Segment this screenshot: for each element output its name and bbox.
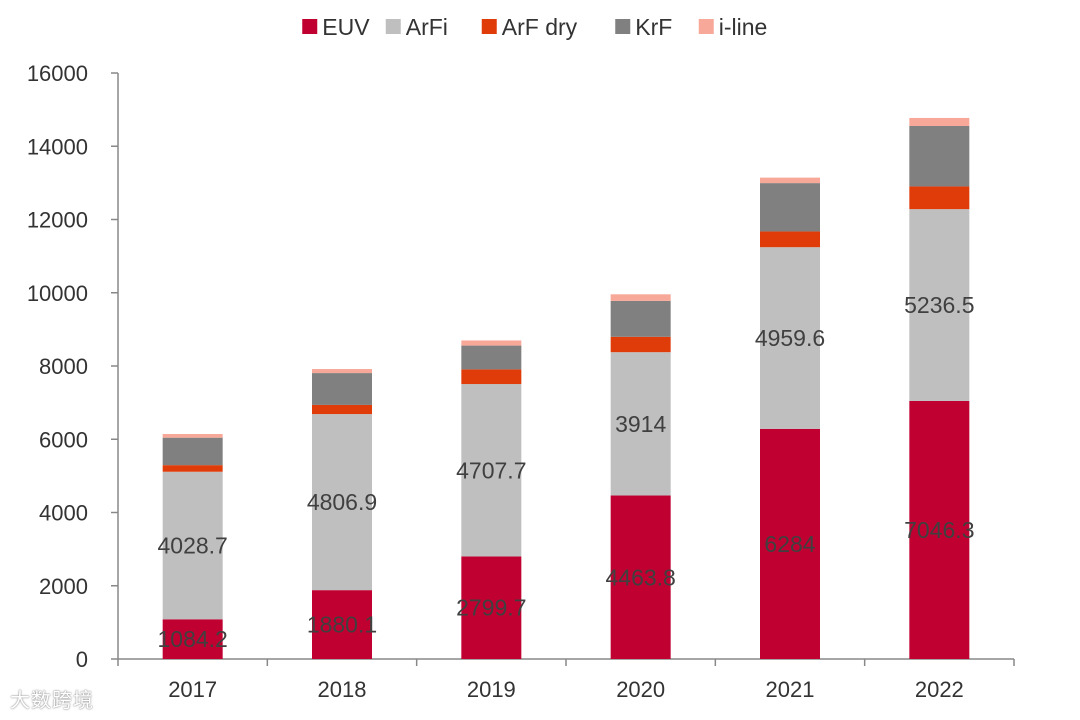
y-axis: 0 2000 4000 6000 8000 10000 12000 14000 16000 <box>27 61 119 672</box>
bar-arfi-2018 <box>312 414 372 591</box>
bar-krf-2017 <box>162 437 223 466</box>
legend-swatch-arf-dry <box>481 19 497 34</box>
bar-krf-2022 <box>909 126 970 187</box>
bar-arfi-2020 <box>610 352 671 496</box>
data-label-euv-2017: 1084.2 <box>157 626 227 652</box>
bars <box>162 117 970 659</box>
bar-euv-2018 <box>312 590 372 659</box>
data-label-euv-2021: 6284 <box>764 531 815 557</box>
x-tick-label: 2022 <box>915 677 964 702</box>
legend-swatch-arfi <box>385 19 401 34</box>
legend-label-arf-dry: ArF dry <box>502 14 578 40</box>
y-tick-label: 8000 <box>39 354 88 379</box>
bar-euv-2017 <box>162 619 223 659</box>
data-label-arfi-2021: 4959.6 <box>755 325 825 351</box>
data-label-arfi-2020: 3914 <box>615 411 666 437</box>
legend-swatch-i-line <box>698 19 714 34</box>
bar-arf-dry-2021 <box>760 231 820 248</box>
bar-euv-2021 <box>760 428 820 659</box>
data-label-euv-2022: 7046.3 <box>904 517 974 543</box>
y-tick-label: 10000 <box>27 281 88 306</box>
data-label-euv-2020: 4463.8 <box>605 564 675 590</box>
x-tick-label: 2017 <box>168 677 217 702</box>
y-tick-label: 16000 <box>27 61 88 86</box>
bar-arf-dry-2020 <box>610 336 671 353</box>
bar-arfi-2021 <box>760 247 820 429</box>
data-label-euv-2019: 2799.7 <box>456 595 526 621</box>
legend-swatch-euv <box>302 19 318 34</box>
bar-krf-2018 <box>312 373 372 405</box>
bar-i-line-2019 <box>461 340 522 346</box>
bar-arf-dry-2017 <box>162 465 223 472</box>
legend-label-arfi: ArFi <box>406 14 448 40</box>
data-label-arfi-2018: 4806.9 <box>307 489 377 515</box>
y-tick-label: 14000 <box>27 134 88 159</box>
data-label-euv-2018: 1880.1 <box>307 612 377 638</box>
bar-arfi-2017 <box>162 471 223 620</box>
bar-arf-dry-2022 <box>909 186 970 210</box>
y-tick-label: 4000 <box>39 501 88 526</box>
legend-label-krf: KrF <box>635 14 672 40</box>
legend: EUV ArFi ArF dry KrF i-line <box>302 14 767 40</box>
x-tick-label: 2019 <box>467 677 516 702</box>
data-label-arfi-2022: 5236.5 <box>904 292 974 318</box>
bar-i-line-2022 <box>909 117 970 127</box>
bar-arfi-2022 <box>909 209 970 401</box>
legend-swatch-krf <box>615 19 631 34</box>
data-label-arfi-2017: 4028.7 <box>157 533 227 559</box>
y-tick-label: 6000 <box>39 427 88 452</box>
y-tick-label: 0 <box>76 647 88 672</box>
bar-arf-dry-2019 <box>461 369 522 385</box>
bar-arfi-2019 <box>461 384 522 557</box>
bar-euv-2019 <box>461 556 522 659</box>
x-axis: 2017 2018 2019 2020 2021 2022 <box>117 658 1015 702</box>
bar-krf-2019 <box>461 345 522 370</box>
x-tick-label: 2020 <box>616 677 665 702</box>
data-labels: 1084.2 4028.7 1880.1 4806.9 2799.7 4707.7 4463… <box>157 292 974 652</box>
bar-euv-2022 <box>909 400 970 659</box>
bar-krf-2020 <box>610 300 671 337</box>
legend-label-i-line: i-line <box>719 14 768 40</box>
bar-i-line-2020 <box>610 294 671 301</box>
data-label-arfi-2019: 4707.7 <box>456 457 526 483</box>
x-tick-label: 2018 <box>318 677 367 702</box>
y-tick-label: 2000 <box>39 574 88 599</box>
bar-i-line-2018 <box>312 369 372 374</box>
watermark: 大数跨境 <box>10 688 94 712</box>
bar-arf-dry-2018 <box>312 404 372 415</box>
bar-krf-2021 <box>760 183 820 232</box>
bar-i-line-2021 <box>760 177 820 184</box>
y-tick-label: 12000 <box>27 208 88 233</box>
x-tick-label: 2021 <box>766 677 815 702</box>
bar-euv-2020 <box>610 495 671 659</box>
bar-i-line-2017 <box>162 434 223 438</box>
legend-label-euv: EUV <box>322 14 370 40</box>
